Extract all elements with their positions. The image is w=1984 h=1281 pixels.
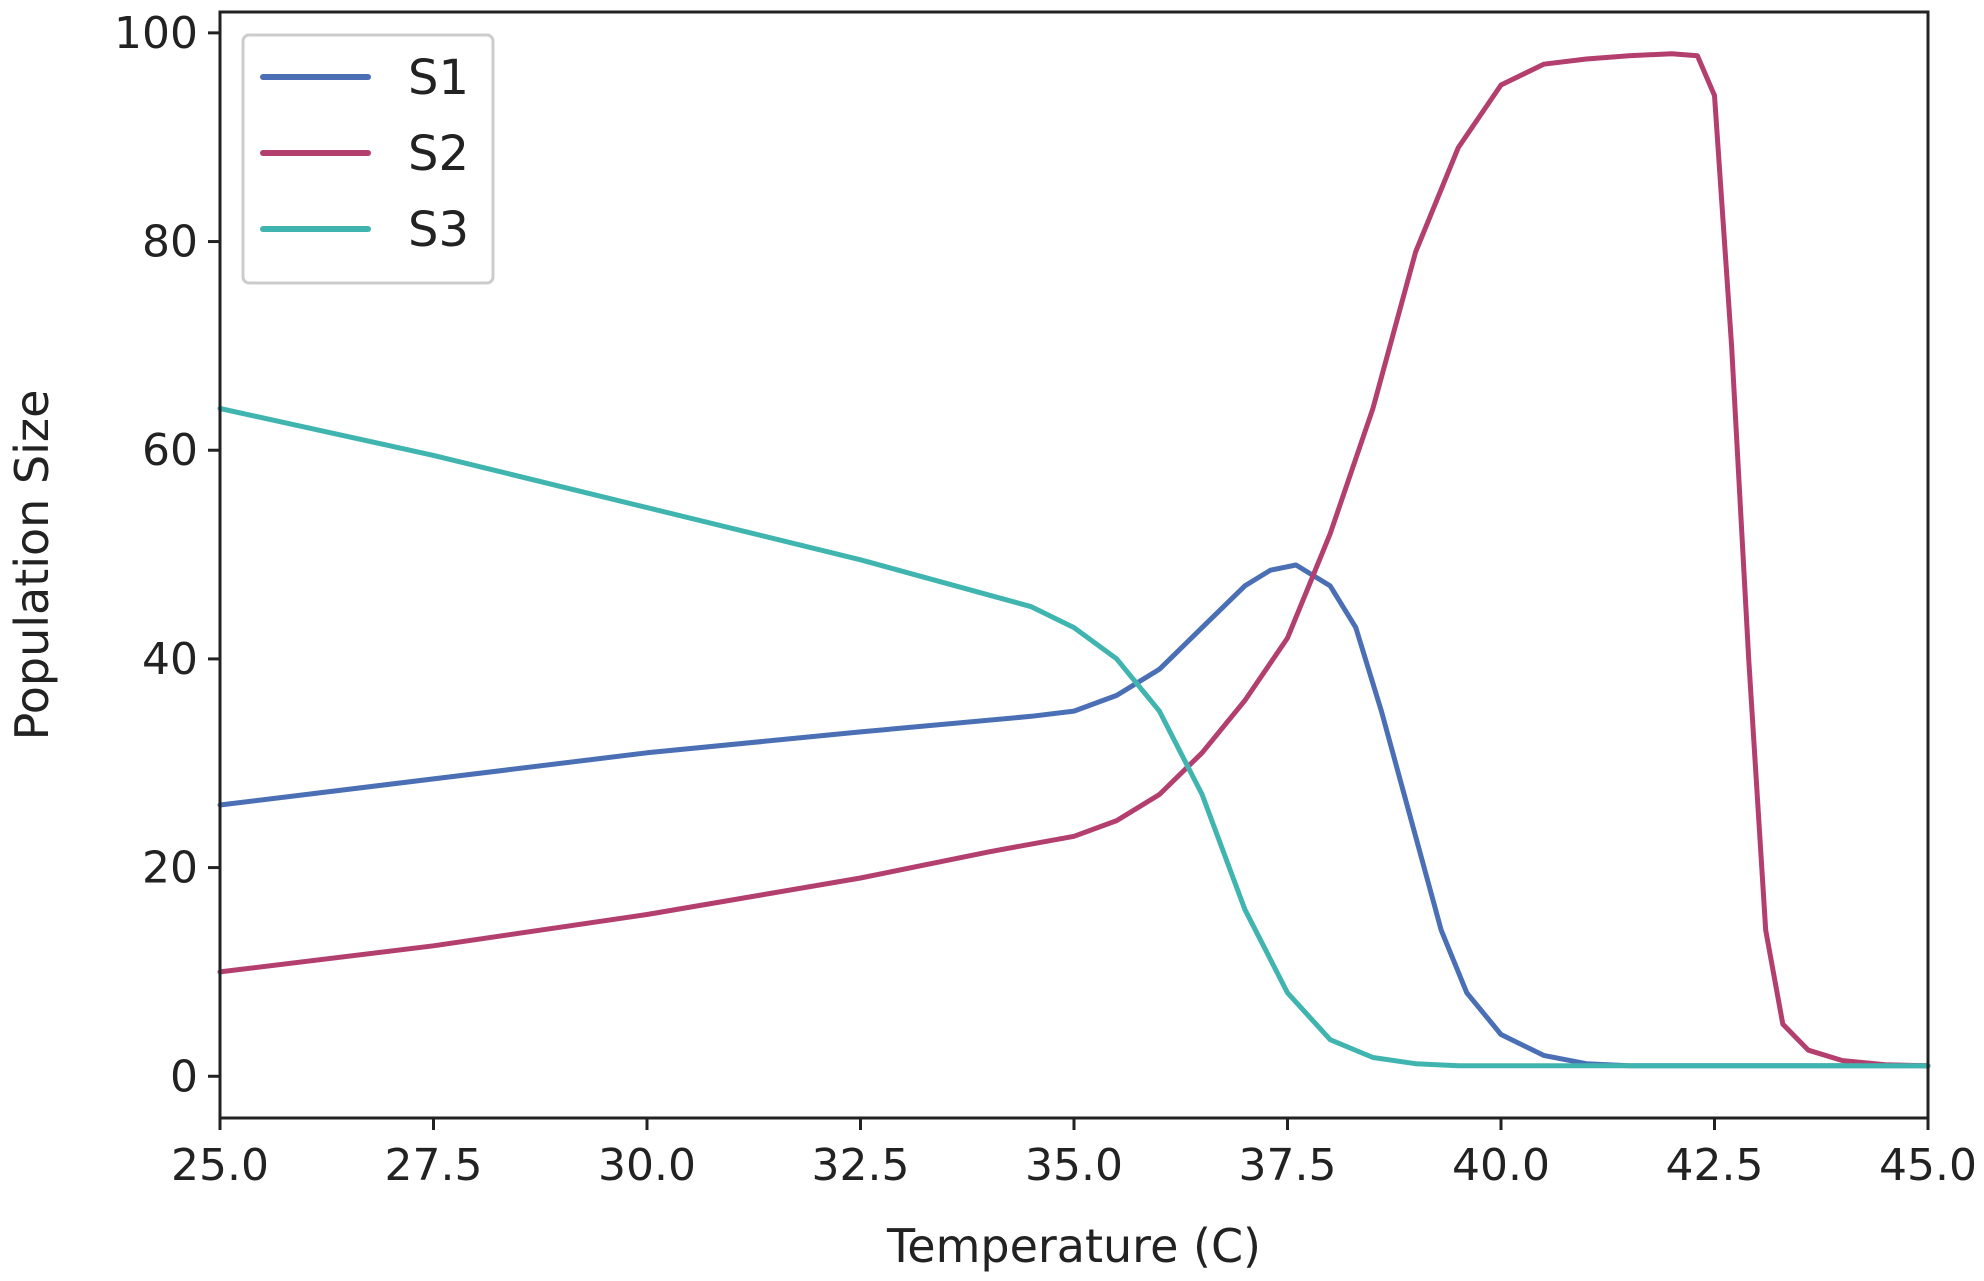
y-axis-ticks: 0 20 40 60 80 100 [114, 8, 220, 1102]
x-tick-label: 35.0 [1025, 1140, 1123, 1191]
x-tick-label: 32.5 [812, 1140, 910, 1191]
y-tick-label: 60 [142, 425, 198, 476]
legend-label-s1: S1 [408, 50, 469, 106]
y-tick-label: 40 [142, 634, 198, 685]
y-tick-label: 20 [142, 843, 198, 894]
x-tick-label: 37.5 [1239, 1140, 1337, 1191]
legend-label-s3: S3 [408, 202, 469, 258]
series-layer [217, 51, 1931, 1069]
x-tick-label: 42.5 [1666, 1140, 1764, 1191]
x-axis-ticks: 25.0 27.5 30.0 32.5 35.0 37.5 40.0 42.5 45.0 [171, 1118, 1977, 1191]
x-tick-label: 25.0 [171, 1140, 269, 1191]
series-line-s2 [217, 51, 1931, 1069]
legend-box [241, 33, 495, 285]
legend-label-s2: S2 [408, 126, 469, 182]
x-tick-label: 40.0 [1452, 1140, 1550, 1191]
y-axis-label: Population Size [5, 390, 59, 741]
series-line-s3 [217, 406, 1931, 1069]
series-line-s1 [217, 562, 1931, 1069]
x-tick-label: 30.0 [598, 1140, 696, 1191]
y-tick-label: 0 [170, 1051, 198, 1102]
x-tick-label: 27.5 [385, 1140, 483, 1191]
x-axis-label: Temperature (C) [886, 1219, 1261, 1273]
legend-entries: S1 S2 S3 [260, 50, 469, 258]
y-tick-label: 80 [142, 217, 198, 268]
y-tick-label: 100 [114, 8, 198, 59]
legend: S1 S2 S3 [241, 33, 495, 285]
x-tick-label: 45.0 [1879, 1140, 1977, 1191]
